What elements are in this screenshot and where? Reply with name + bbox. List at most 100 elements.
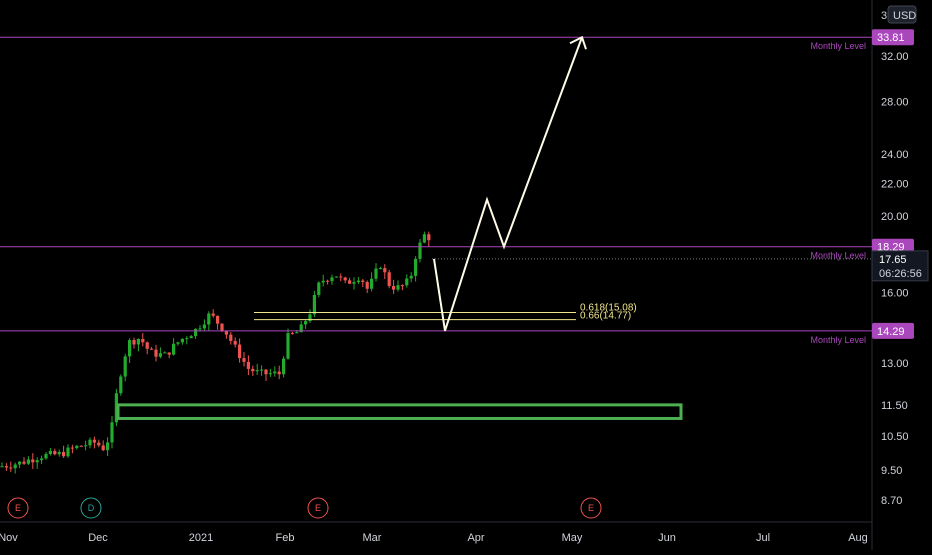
candle-body bbox=[268, 373, 272, 375]
candle-body bbox=[317, 282, 321, 295]
candle bbox=[44, 452, 48, 460]
candle bbox=[286, 328, 290, 360]
price-tag-value: 14.29 bbox=[877, 326, 905, 338]
event-marker-circle[interactable] bbox=[580, 497, 602, 519]
candle bbox=[356, 276, 360, 285]
monthly-level-label: Monthly Level bbox=[810, 251, 866, 261]
candle-body bbox=[110, 422, 114, 443]
candle bbox=[224, 330, 228, 339]
candle-body bbox=[123, 356, 127, 377]
candle-body bbox=[365, 281, 369, 289]
candle-body bbox=[356, 280, 360, 283]
event-marker-letter: D bbox=[88, 503, 95, 513]
candle bbox=[361, 278, 365, 288]
candle-body bbox=[92, 439, 96, 443]
x-axis-tick: Aug bbox=[848, 532, 868, 544]
candle bbox=[365, 280, 369, 294]
candle bbox=[189, 335, 193, 339]
y-axis-tick: 16.00 bbox=[881, 287, 909, 299]
candle-body bbox=[26, 459, 30, 464]
monthly-level-label: Monthly Level bbox=[810, 335, 866, 345]
currency-badge[interactable]: USD bbox=[887, 5, 917, 24]
candle bbox=[229, 332, 233, 345]
y-axis-tick: 24.00 bbox=[881, 149, 909, 161]
candle bbox=[251, 365, 255, 377]
candle-body bbox=[339, 276, 343, 278]
candle-body bbox=[84, 445, 88, 447]
demand-zone-box[interactable] bbox=[116, 403, 683, 420]
x-axis-tick: May bbox=[562, 532, 583, 544]
candle bbox=[255, 363, 259, 375]
price-tag-bg bbox=[872, 29, 914, 46]
candle bbox=[110, 416, 114, 449]
candle-body bbox=[101, 445, 105, 451]
candle bbox=[207, 311, 211, 331]
candle bbox=[22, 457, 26, 465]
event-marker-circle[interactable] bbox=[80, 497, 102, 519]
candle bbox=[392, 279, 396, 294]
x-axis-tick: Mar bbox=[363, 532, 382, 544]
candle bbox=[330, 274, 334, 285]
currency-badge-bg[interactable] bbox=[887, 5, 917, 24]
candle bbox=[396, 280, 400, 292]
candle-body bbox=[312, 294, 316, 315]
event-marker-earnings[interactable]: E bbox=[307, 497, 329, 519]
candle-body bbox=[9, 467, 13, 469]
candle bbox=[216, 315, 220, 330]
candle bbox=[352, 277, 356, 290]
candle-body bbox=[158, 353, 162, 357]
candle bbox=[277, 365, 281, 380]
candle bbox=[40, 455, 44, 464]
candle bbox=[158, 347, 162, 359]
candle-body bbox=[18, 461, 22, 465]
candle-body bbox=[88, 439, 92, 446]
candle bbox=[13, 462, 17, 474]
candle bbox=[387, 269, 391, 289]
candle-body bbox=[427, 234, 431, 241]
candle bbox=[26, 456, 30, 465]
candle bbox=[4, 463, 8, 471]
candle bbox=[35, 457, 39, 469]
candle bbox=[321, 274, 325, 287]
candle-body bbox=[128, 340, 132, 357]
candle-body bbox=[405, 278, 409, 286]
event-marker-circle[interactable] bbox=[307, 497, 329, 519]
candle-body bbox=[154, 349, 158, 357]
y-axis-tick: 11.50 bbox=[881, 400, 908, 412]
candle bbox=[180, 338, 184, 345]
event-marker-letter: E bbox=[315, 503, 321, 513]
candle-body bbox=[260, 369, 264, 371]
event-marker-earnings[interactable]: E bbox=[580, 497, 602, 519]
candle bbox=[233, 337, 237, 348]
candle-body bbox=[75, 445, 79, 449]
event-marker-dividend[interactable]: D bbox=[80, 497, 102, 519]
currency-label[interactable]: USD bbox=[893, 10, 916, 22]
candle-body bbox=[387, 272, 391, 287]
candle-body bbox=[361, 280, 365, 282]
candle bbox=[75, 444, 79, 450]
candle-body bbox=[97, 442, 101, 446]
candle bbox=[378, 266, 382, 270]
candle-body bbox=[273, 371, 277, 374]
candle bbox=[414, 256, 418, 282]
candle bbox=[62, 445, 66, 458]
candle-body bbox=[180, 338, 184, 343]
candle-body bbox=[163, 352, 167, 354]
event-marker-circle[interactable] bbox=[7, 497, 29, 519]
candle bbox=[246, 355, 250, 375]
candle bbox=[326, 279, 330, 285]
candle-body bbox=[374, 268, 378, 279]
candle bbox=[84, 440, 88, 451]
candle-body bbox=[136, 338, 140, 345]
fib-level-label: 0.618(15.08) bbox=[580, 302, 637, 313]
candle-body bbox=[286, 333, 290, 359]
candle bbox=[167, 352, 171, 359]
projection-path[interactable] bbox=[433, 36, 583, 332]
event-marker-earnings[interactable]: E bbox=[7, 497, 29, 519]
candle-body bbox=[40, 458, 44, 461]
candle bbox=[194, 328, 198, 339]
candle-body bbox=[264, 369, 268, 375]
